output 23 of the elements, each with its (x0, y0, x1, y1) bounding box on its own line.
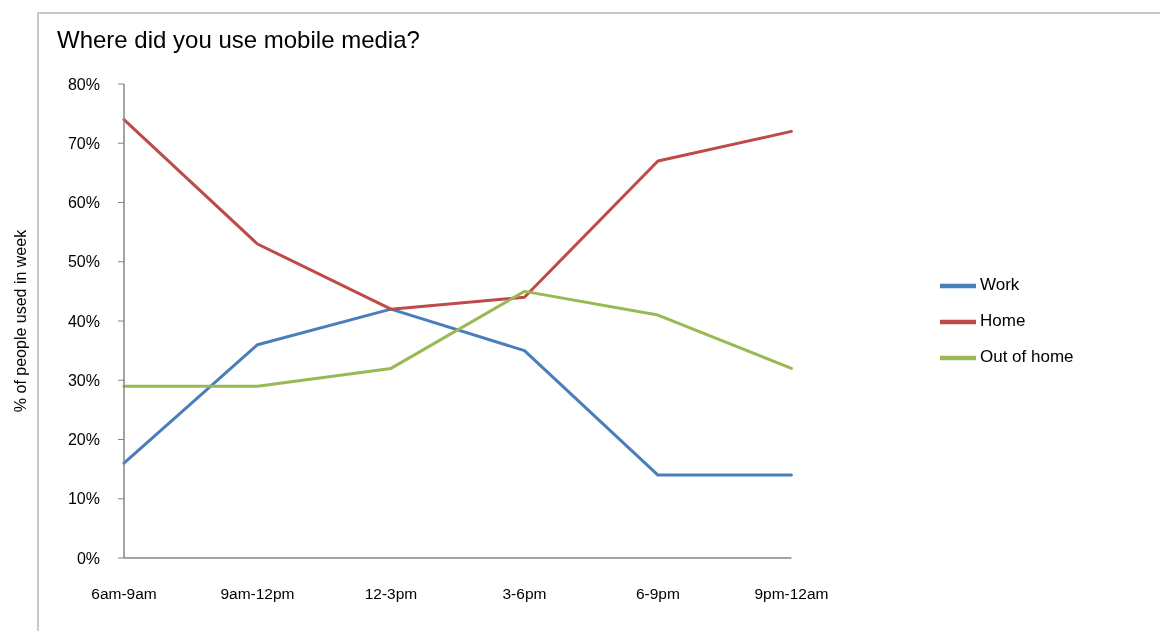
chart-title: Where did you use mobile media? (57, 26, 420, 54)
x-tick-label: 3-6pm (502, 585, 547, 603)
line-series (122, 289, 793, 388)
y-tick-label: 20% (67, 431, 100, 449)
x-tick-label: 9am-12pm (220, 585, 295, 603)
line-series (122, 118, 793, 311)
y-tick-label: 60% (67, 194, 100, 212)
y-tick-label: 80% (67, 75, 100, 93)
y-tick-label: 40% (67, 312, 100, 330)
x-tick-label: 6-9pm (635, 585, 680, 603)
y-tick-label: 30% (67, 371, 100, 389)
y-tick-label: 0% (76, 549, 100, 567)
legend-label: Work (980, 275, 1020, 295)
legend-label: Home (980, 311, 1026, 331)
y-tick-label: 70% (67, 134, 100, 152)
x-tick-label: 12-3pm (364, 585, 418, 603)
x-tick-label: 9pm-12am (754, 585, 829, 603)
y-tick-label: 10% (67, 490, 100, 508)
y-axis-title: % of people used in week (11, 228, 29, 413)
y-tick-label: 50% (67, 253, 100, 271)
line-series (122, 307, 793, 477)
legend-label: Out of home (980, 347, 1074, 367)
x-tick-label: 6am-9am (91, 585, 157, 603)
